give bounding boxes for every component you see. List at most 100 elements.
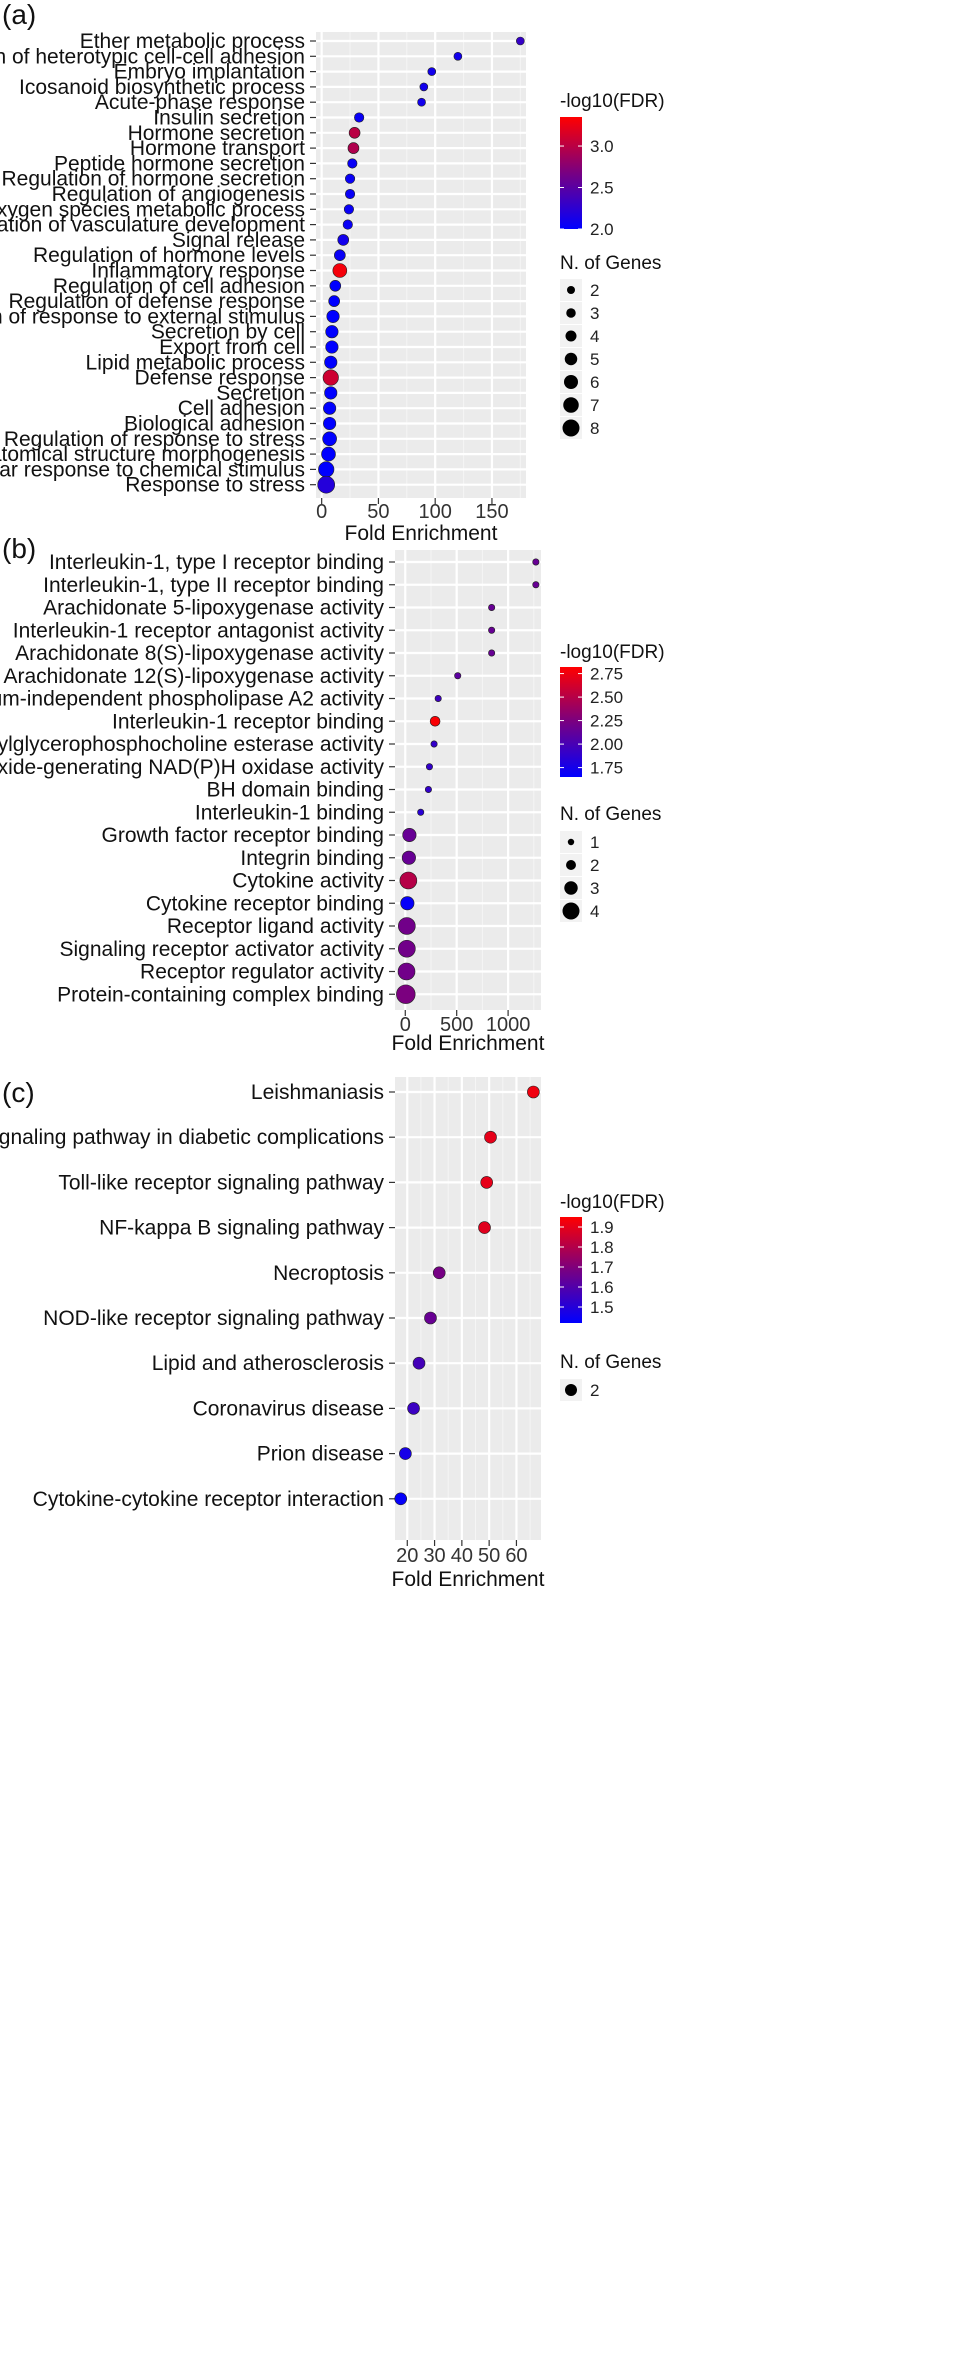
data-point	[412, 1356, 426, 1370]
panel-label: (b)	[2, 533, 36, 564]
x-axis-title: Fold Enrichment	[392, 1032, 545, 1055]
color-legend-label: 3.0	[590, 137, 614, 156]
term-label: Anatomical structure morphogenesis	[0, 443, 305, 466]
plot-background	[395, 550, 541, 1010]
size-legend-title: N. of Genes	[560, 253, 661, 274]
data-point	[337, 234, 350, 246]
data-point	[324, 355, 338, 369]
color-legend-label: 2.00	[590, 735, 623, 754]
x-tick-label: 100	[419, 501, 452, 523]
term-label: Interleukin-1 receptor antagonist activi…	[13, 619, 385, 642]
size-legend-label: 8	[590, 419, 599, 438]
x-tick-label: 0	[316, 501, 327, 523]
term-label: Inflammatory response	[91, 260, 305, 283]
data-point	[453, 51, 463, 61]
size-legend-dot	[565, 1384, 577, 1396]
data-point	[329, 279, 342, 292]
x-tick-label: 1000	[486, 1014, 531, 1036]
color-legend-label: 1.75	[590, 759, 623, 778]
size-legend-dot	[567, 838, 575, 846]
data-point	[400, 896, 415, 911]
x-tick-label: 500	[440, 1014, 473, 1036]
data-point	[424, 1311, 437, 1325]
term-label: NOD-like receptor signaling pathway	[43, 1307, 384, 1330]
term-label: Regulation of response to stress	[4, 428, 305, 451]
color-legend-title: -log10(FDR)	[560, 1192, 665, 1213]
color-legend-label: 1.6	[590, 1278, 614, 1297]
plot-background	[395, 1077, 541, 1540]
data-point	[432, 1266, 446, 1280]
term-label: BH domain binding	[207, 779, 384, 802]
term-label: Regulation of heterotypic cell-cell adhe…	[0, 45, 305, 68]
term-label: Arachidonate 8(S)-lipoxygenase activity	[15, 642, 384, 665]
size-legend-dot	[562, 902, 580, 920]
term-label: 1-alkyl-2-acetylglycerophosphocholine es…	[0, 733, 384, 756]
term-label: Response to stress	[125, 474, 305, 497]
size-legend-label: 2	[590, 856, 599, 875]
term-label: Arachidonate 12(S)-lipoxygenase activity	[3, 665, 384, 688]
data-point	[478, 1221, 491, 1234]
data-point	[394, 1492, 408, 1506]
size-legend-dot	[563, 397, 579, 413]
data-point	[407, 1402, 420, 1415]
size-legend-dot	[564, 352, 578, 366]
term-label: Integrin binding	[240, 847, 384, 870]
data-point	[334, 249, 346, 261]
data-point	[326, 309, 340, 323]
data-point	[397, 962, 416, 981]
size-legend-dot	[566, 860, 576, 870]
data-point	[328, 295, 340, 307]
color-legend-label: 2.5	[590, 179, 614, 198]
size-legend-dot	[564, 375, 578, 389]
term-label: AGE-RAGE signaling pathway in diabetic c…	[0, 1126, 384, 1149]
size-legend-dot	[566, 308, 576, 318]
data-point	[527, 1085, 540, 1099]
x-axis-title: Fold Enrichment	[345, 522, 498, 545]
data-point	[424, 785, 432, 793]
term-label: Regulation of hormone secretion	[1, 168, 305, 191]
x-tick-label: 50	[478, 1545, 500, 1567]
term-label: Cytokine-cytokine receptor interaction	[33, 1488, 384, 1511]
term-label: Hormone secretion	[128, 122, 305, 145]
x-tick-label: 0	[400, 1014, 411, 1036]
term-label: Acute-phase response	[95, 91, 305, 114]
data-point	[454, 672, 462, 680]
term-label: Signal release	[172, 229, 305, 252]
data-point	[348, 127, 361, 139]
term-label: Coronavirus disease	[193, 1397, 384, 1420]
term-label: Arachidonate 5-lipoxygenase activity	[43, 597, 384, 620]
term-label: Calcium-independent phospholipase A2 act…	[0, 688, 384, 711]
x-tick-label: 20	[396, 1545, 418, 1567]
term-label: Interleukin-1 binding	[195, 801, 384, 824]
data-point	[532, 558, 540, 566]
data-point	[532, 581, 540, 589]
color-legend-bar	[560, 667, 582, 777]
data-point	[434, 694, 442, 702]
term-label: Hormone transport	[130, 137, 305, 160]
x-tick-label: 60	[505, 1545, 527, 1567]
color-legend-title: -log10(FDR)	[560, 91, 665, 112]
term-label: Cytokine receptor binding	[146, 892, 384, 915]
panel-2: (b) Interleukin-1, type I receptor bindin…	[0, 533, 665, 1055]
color-legend-bar	[560, 1217, 582, 1323]
term-label: Interleukin-1 receptor binding	[112, 710, 384, 733]
term-label: Leishmaniasis	[251, 1081, 384, 1104]
data-point	[321, 446, 336, 462]
term-label: Superoxide-generating NAD(P)H oxidase ac…	[0, 756, 384, 779]
size-legend-label: 6	[590, 373, 599, 392]
data-point	[324, 386, 338, 400]
data-point	[345, 188, 356, 200]
term-label: Regulation of response to external stimu…	[0, 305, 305, 328]
size-legend-title: N. of Genes	[560, 1352, 661, 1373]
data-point	[402, 827, 417, 843]
term-label: Toll-like receptor signaling pathway	[58, 1171, 384, 1194]
term-label: Interleukin-1, type I receptor binding	[49, 551, 384, 574]
data-point	[323, 401, 337, 415]
term-label: NF-kappa B signaling pathway	[99, 1217, 384, 1240]
term-label: Growth factor receptor binding	[102, 824, 384, 847]
data-point	[488, 603, 496, 611]
data-point	[347, 142, 360, 154]
data-point	[425, 763, 433, 771]
term-label: Regulation of hormone levels	[33, 244, 305, 267]
color-legend-label: 1.7	[590, 1258, 614, 1277]
